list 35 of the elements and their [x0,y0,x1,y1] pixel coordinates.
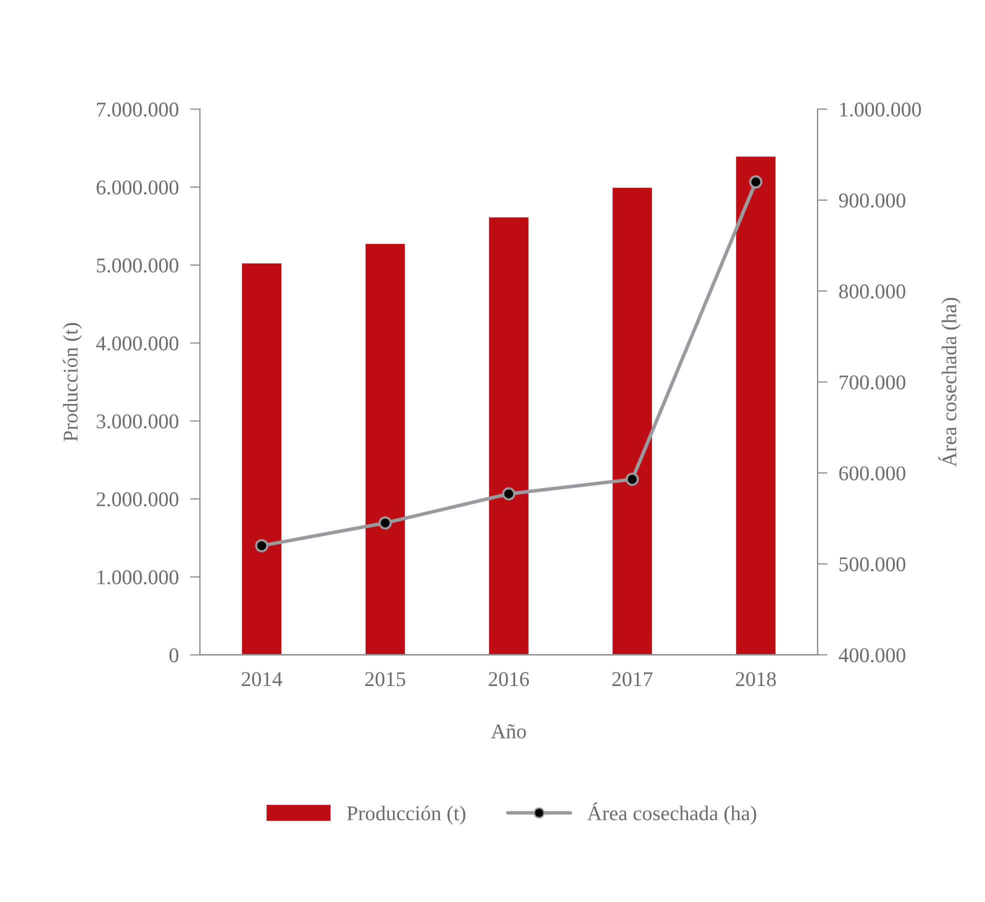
y-tick-label: 5.000.000 [97,258,178,273]
x-tick-label: 2014 [242,672,282,686]
y-tick-label: 2.000.000 [96,492,178,506]
y2-tick-label: 700.000 [840,375,906,390]
x-tick-label: 2015 [365,672,406,686]
y2-tick-label: 600.000 [839,466,906,480]
y-tick-label: 7.000.000 [97,102,178,117]
y2-tick-label: 500.000 [840,557,906,572]
bar [364,242,406,655]
point [255,539,268,552]
point [626,472,639,486]
bar [488,216,530,655]
x-axis-title: Año [491,724,526,738]
x-tick-label: 2016 [488,672,529,686]
y-tick-label: 3.000.000 [96,414,178,428]
y-axis-title: Producción (t) [62,323,82,442]
bar [240,262,283,655]
point [378,516,392,530]
y2-tick-label: 400.000 [838,648,906,662]
y2-tick-label: 800.000 [839,284,906,299]
y-tick-label: 6.000.000 [96,180,178,195]
y2-tick-label: 1.000.000 [840,102,921,117]
point [749,175,762,189]
legend-label: Producción (t) [347,806,466,825]
y-tick-label: 4.000.000 [96,336,178,351]
x-tick-label: 2018 [736,672,776,686]
legend-label: Área cosechada (ha) [587,802,756,825]
x-tick-label: 2017 [612,672,653,686]
y2-tick-label: 900.000 [839,193,906,208]
y-tick-label: 0 [170,648,178,662]
bar [611,186,654,655]
bar [734,155,777,655]
point [502,487,516,500]
y2-axis-title: Área cosechada (ha) [938,298,961,467]
y-tick-label: 1.000.000 [98,570,178,584]
